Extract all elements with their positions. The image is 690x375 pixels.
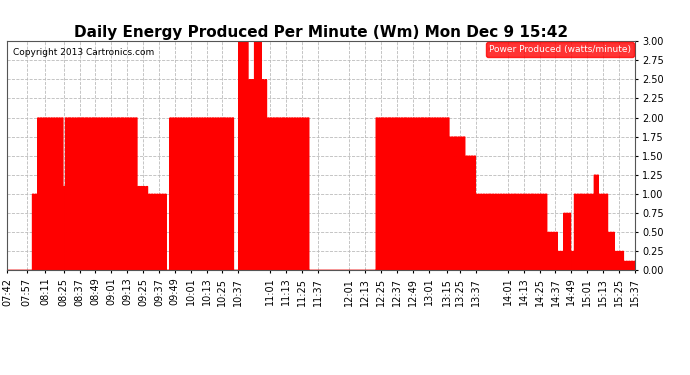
Title: Daily Energy Produced Per Minute (Wm) Mon Dec 9 15:42: Daily Energy Produced Per Minute (Wm) Mo… xyxy=(74,25,568,40)
Text: Copyright 2013 Cartronics.com: Copyright 2013 Cartronics.com xyxy=(13,48,155,57)
Legend: Power Produced (watts/minute): Power Produced (watts/minute) xyxy=(486,42,634,57)
